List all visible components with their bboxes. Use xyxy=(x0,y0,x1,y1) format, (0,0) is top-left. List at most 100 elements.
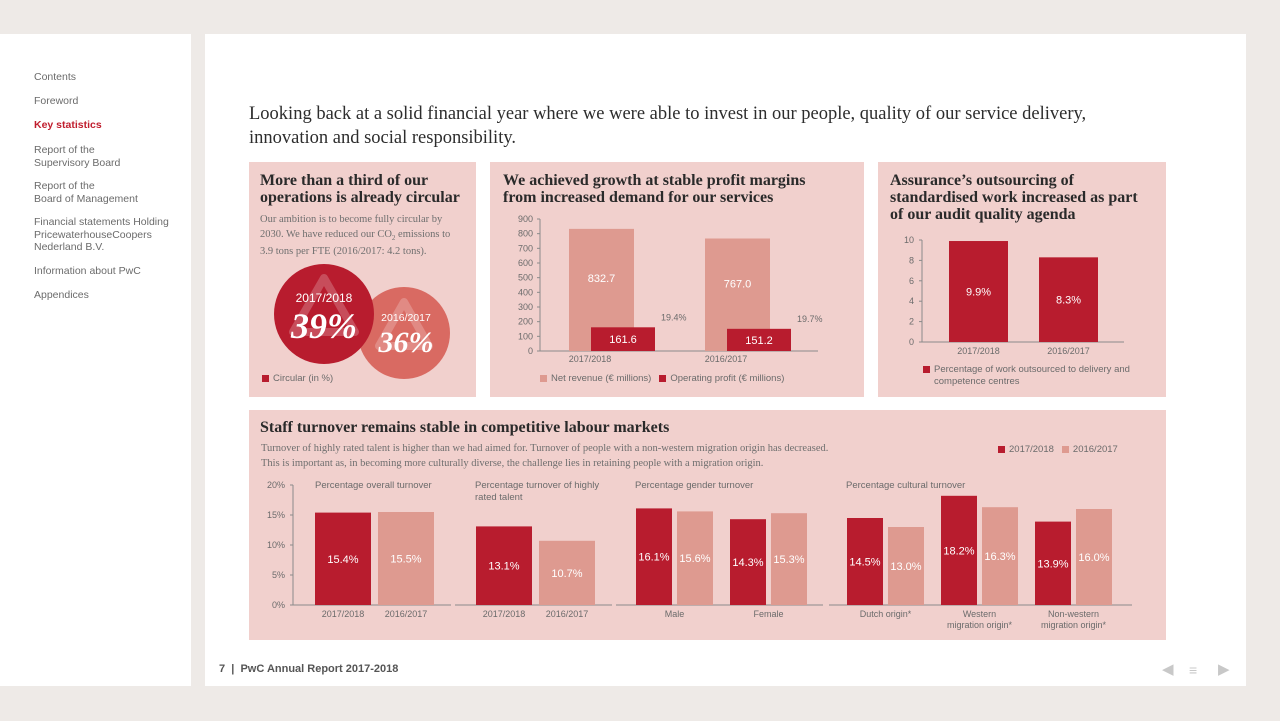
y-tick-label: 10 xyxy=(904,235,914,245)
outsourcing-value-label: 9.9% xyxy=(966,287,991,299)
sidebar-item-board-of-management[interactable]: Report of the Board of Management xyxy=(34,180,138,205)
circle-2017-year: 2017/2018 xyxy=(296,291,353,305)
profit-bar xyxy=(727,328,791,351)
y-tick-label: 15% xyxy=(267,510,285,520)
legend-swatch-light xyxy=(1061,446,1069,453)
group-title-cultural: Percentage cultural turnover xyxy=(846,480,966,491)
turnover-value-label: 15.5% xyxy=(390,554,421,566)
x-tick-label: Dutch origin* xyxy=(860,609,912,619)
intro-text: Looking back at a solid financial year w… xyxy=(249,104,1087,148)
assurance-chart: 0 2 4 6 8 10 9.9% 2017/2018 8.3% 2016/2017 xyxy=(904,235,1124,356)
y-tick-label: 700 xyxy=(518,243,533,253)
group-title-highly-rated: Percentage turnover of highly rated tale… xyxy=(475,480,600,503)
x-tick-label: migration origin* xyxy=(1041,620,1107,630)
group-title-overall: Percentage overall turnover xyxy=(315,480,432,491)
assurance-legend: Percentage of work outsourced to deliver… xyxy=(923,364,1153,388)
turnover-bar xyxy=(476,526,532,605)
turnover-bar xyxy=(982,507,1018,605)
triangle-left-icon[interactable]: ◀ xyxy=(1162,661,1174,678)
assurance-panel: Assurance’s outsourcing of standardised … xyxy=(878,162,1166,397)
circle-2017-value: 39% xyxy=(290,306,357,346)
sidebar-item-appendices[interactable]: Appendices xyxy=(34,289,89,301)
circular-desc-subscript: 2 xyxy=(391,233,396,242)
legend-swatch-light xyxy=(540,375,547,382)
profit-value-label: 151.2 xyxy=(745,335,773,347)
x-tick-label: 2016/2017 xyxy=(705,354,748,364)
y-tick-label: 6 xyxy=(909,276,914,286)
x-tick-label: 2016/2017 xyxy=(385,609,428,619)
turnover-bar xyxy=(730,519,766,605)
turnover-bar xyxy=(315,512,371,605)
sidebar-item-information[interactable]: Information about PwC xyxy=(34,265,141,277)
staff-title: Staff turnover remains stable in competi… xyxy=(260,419,670,436)
circle-2017 xyxy=(274,264,374,364)
growth-panel: We achieved growth at stable profit marg… xyxy=(490,162,864,397)
turnover-bar xyxy=(771,513,807,605)
y-tick-label: 600 xyxy=(518,258,533,268)
circular-panel: More than a third of our operations is a… xyxy=(249,162,476,397)
growth-chart: 0 100 200 300 400 500 600 700 800 900 832.7 161.6 19… xyxy=(518,214,823,364)
sidebar-item-supervisory-board[interactable]: Report of the Supervisory Board xyxy=(34,144,121,169)
outsourcing-bar xyxy=(1039,257,1098,342)
sidebar-item-contents[interactable]: Contents xyxy=(34,71,77,83)
turnover-bar xyxy=(1035,521,1071,605)
y-tick-label: 2 xyxy=(909,317,914,327)
turnover-value-label: 13.0% xyxy=(890,561,921,573)
recycle-icon xyxy=(289,274,433,350)
turnover-bar xyxy=(378,512,434,605)
y-tick-label: 5% xyxy=(272,570,285,580)
legend-swatch-dark xyxy=(998,446,1005,453)
staff-legend-2017: 2017/2018 xyxy=(1009,444,1054,455)
x-tick-label: 2017/2018 xyxy=(957,346,1000,356)
group-title-gender: Percentage gender turnover xyxy=(635,480,754,491)
y-tick-label: 500 xyxy=(518,273,533,283)
staff-legend: 2017/2018 2016/2017 xyxy=(998,444,1118,455)
turnover-value-label: 14.3% xyxy=(732,557,763,569)
profit-bar xyxy=(591,327,655,351)
y-tick-label: 0% xyxy=(272,600,285,610)
x-tick-label: Western xyxy=(963,609,996,619)
circular-legend-label: Circular (in %) xyxy=(273,373,334,384)
circle-2016-value: 36% xyxy=(378,326,434,359)
turnover-value-label: 13.9% xyxy=(1037,558,1068,570)
turnover-value-label: 16.1% xyxy=(638,552,669,564)
turnover-value-label: 15.3% xyxy=(773,554,804,566)
turnover-value-label: 10.7% xyxy=(551,568,582,580)
turnover-bar xyxy=(539,540,595,605)
circular-legend: Circular (in %) xyxy=(262,373,333,384)
y-tick-label: 100 xyxy=(518,331,533,341)
outsourcing-bar xyxy=(949,241,1008,342)
growth-legend-profit: Operating profit (€ millions) xyxy=(670,373,785,384)
circle-2016 xyxy=(358,287,450,379)
y-tick-label: 400 xyxy=(518,287,533,297)
sidebar-item-financial-statements[interactable]: Financial statements Holding Pricewaterh… xyxy=(34,216,169,253)
turnover-bar xyxy=(677,511,713,605)
staff-panel: Staff turnover remains stable in competi… xyxy=(249,410,1166,640)
page-number: 7 xyxy=(219,663,226,675)
turnover-value-label: 15.6% xyxy=(679,553,710,565)
y-tick-label: 4 xyxy=(909,296,914,306)
legend-swatch-dark xyxy=(923,366,930,373)
y-tick-label: 900 xyxy=(518,214,533,224)
circular-description: Our ambition is to become fully circular… xyxy=(260,213,465,260)
turnover-bar xyxy=(941,495,977,605)
menu-icon[interactable]: ≡ xyxy=(1189,662,1198,678)
x-tick-label: 2016/2017 xyxy=(546,609,589,619)
sidebar-item-foreword[interactable]: Foreword xyxy=(34,95,79,107)
profit-value-label: 161.6 xyxy=(609,334,637,346)
revenue-value-label: 832.7 xyxy=(588,273,616,285)
y-tick-label: 300 xyxy=(518,302,533,312)
x-tick-label: 2017/2018 xyxy=(322,609,365,619)
sidebar-item-key-statistics[interactable]: Key statistics xyxy=(34,119,102,131)
staff-chart: 0% 5% 10% 15% 20% 15.4% 2017/2018 15.5% 2016/201… xyxy=(267,480,1132,630)
circular-title: More than a third of our operations is a… xyxy=(260,172,460,206)
triangle-right-icon[interactable]: ▶ xyxy=(1218,661,1230,678)
legend-swatch-dark xyxy=(262,375,269,382)
circle-2016-year: 2016/2017 xyxy=(381,312,431,324)
growth-legend: Net revenue (€ millions) Operating profi… xyxy=(540,373,784,384)
staff-legend-2016: 2016/2017 xyxy=(1072,444,1118,455)
y-tick-label: 0 xyxy=(528,346,533,356)
y-tick-label: 200 xyxy=(518,317,533,327)
turnover-value-label: 16.0% xyxy=(1078,552,1109,564)
turnover-value-label: 15.4% xyxy=(327,554,358,566)
